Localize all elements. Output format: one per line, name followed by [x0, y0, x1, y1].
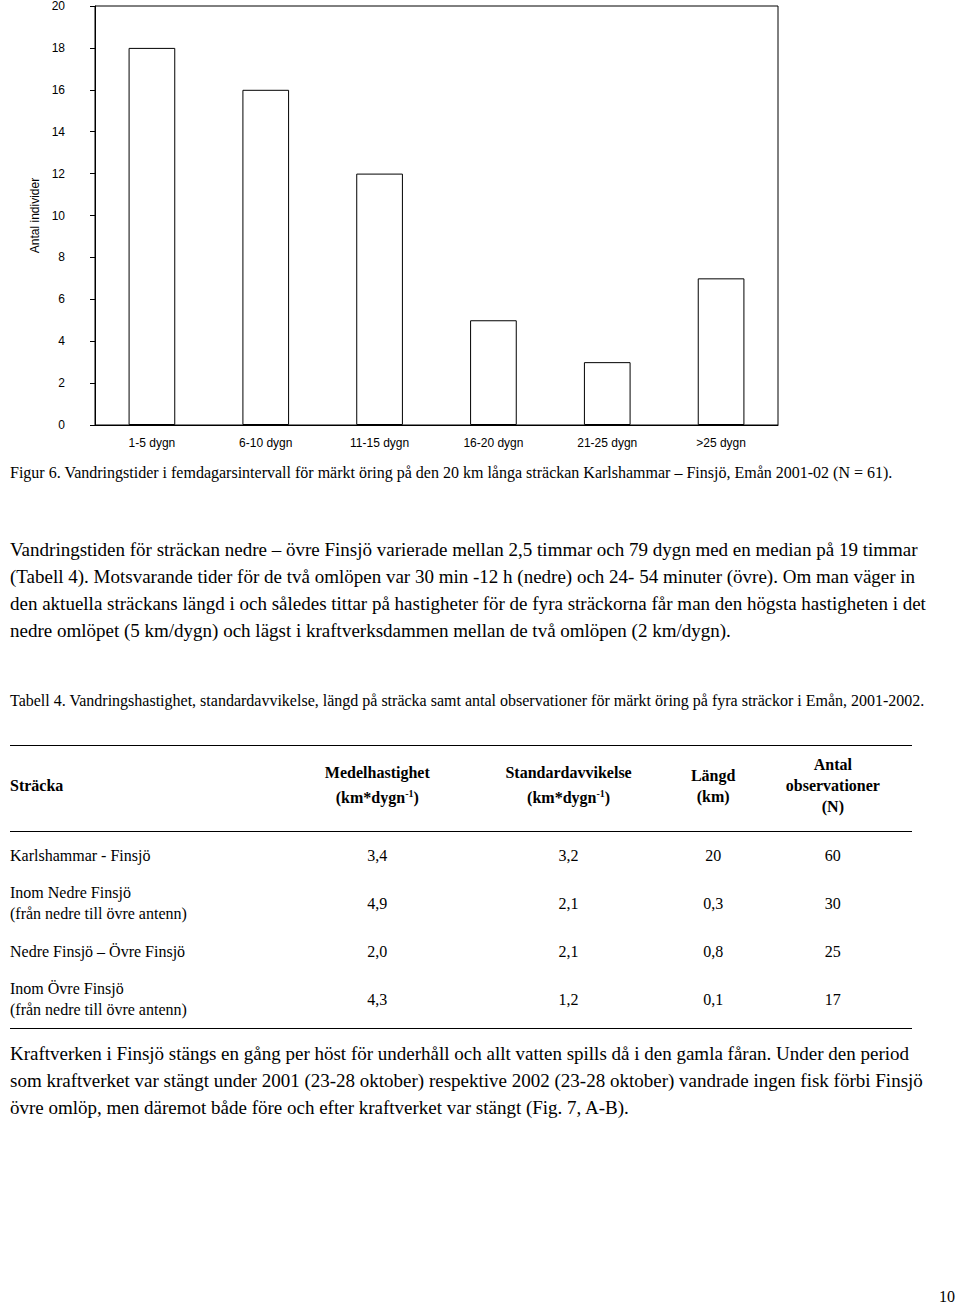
html-text:(från nedre till övre antenn): (från nedre till övre antenn) [10, 1001, 187, 1018]
html-text:20: 20 [705, 846, 722, 864]
html-text:2,0: 2,0 [367, 942, 388, 960]
html-text:observationer: observationer [785, 777, 880, 794]
html-text:0,3: 0,3 [703, 894, 724, 912]
html-text:0,8: 0,8 [703, 942, 724, 960]
svg-text:21-25 dygn: 21-25 dygn [577, 436, 637, 450]
html-text:2,1: 2,1 [558, 942, 579, 960]
html-text:1,2: 1,2 [558, 990, 579, 1008]
html-text:Nedre Finsjö – Övre Finsjö: Nedre Finsjö – Övre Finsjö [10, 942, 186, 960]
svg-text:1-5 dygn: 1-5 dygn [129, 436, 176, 450]
svg-text:>25 dygn: >25 dygn [696, 436, 746, 450]
html-text:4,9: 4,9 [367, 894, 388, 912]
svg-text:16: 16 [52, 83, 66, 97]
html-text:(km): (km) [696, 787, 730, 805]
html-text:(km*dygn-1): (km*dygn-1) [335, 788, 419, 807]
svg-text:6: 6 [58, 292, 65, 306]
svg-text:8: 8 [58, 250, 65, 264]
html-text:4,3: 4,3 [367, 990, 388, 1008]
html-text:3,2: 3,2 [558, 846, 579, 864]
html-text:60: 60 [824, 846, 841, 864]
svg-text:Antal individer: Antal individer [28, 178, 42, 253]
svg-text:4: 4 [58, 334, 65, 348]
html-text:Längd: Längd [690, 766, 736, 784]
svg-text:20: 20 [52, 0, 66, 13]
html-text:Antal: Antal [813, 756, 852, 773]
html-text:Karlshammar - Finsjö: Karlshammar - Finsjö [10, 846, 151, 864]
html-text:2,1: 2,1 [558, 894, 579, 912]
html-text:Sträcka: Sträcka [10, 777, 64, 794]
svg-text:6-10 dygn: 6-10 dygn [239, 436, 292, 450]
svg-text:0: 0 [58, 418, 65, 432]
svg-text:11-15 dygn: 11-15 dygn [350, 436, 409, 450]
svg-text:10: 10 [52, 209, 66, 223]
html-text:0,1: 0,1 [703, 990, 724, 1008]
html-text:Vandringstiden för sträckan ne: Vandringstiden för sträckan nedre – övre… [10, 539, 926, 641]
html-text:Tabell 4. Vandringshastighet,: Tabell 4. Vandringshastighet, standardav… [10, 692, 925, 709]
svg-text:18: 18 [52, 41, 66, 55]
svg-text:2: 2 [58, 376, 65, 390]
html-text:Medelhastighet: Medelhastighet [324, 764, 430, 782]
svg-text:14: 14 [52, 125, 66, 139]
html-text:30: 30 [824, 894, 841, 912]
svg-text:12: 12 [52, 167, 66, 181]
svg-text:16-20 dygn: 16-20 dygn [463, 436, 523, 450]
html-text:25: 25 [824, 942, 841, 960]
html-text:Inom Övre Finsjö: Inom Övre Finsjö [10, 980, 124, 997]
html-text:3,4: 3,4 [367, 846, 388, 864]
html-text:Kraftverken i Finsjö stängs en: Kraftverken i Finsjö stängs en gång per … [10, 1043, 923, 1118]
html-text:Inom Nedre Finsjö: Inom Nedre Finsjö [10, 884, 131, 901]
html-text:(från nedre till övre antenn): (från nedre till övre antenn) [10, 905, 187, 922]
html-text:Figur 6. Vandringstider i femd: Figur 6. Vandringstider i femdagarsinter… [10, 464, 893, 481]
html-text:(N): (N) [821, 798, 844, 815]
html-text:Standardavvikelse: Standardavvikelse [505, 764, 632, 782]
html-text:17: 17 [824, 990, 841, 1008]
html-text:10: 10 [939, 1288, 955, 1305]
html-text:(km*dygn-1): (km*dygn-1) [527, 788, 611, 807]
